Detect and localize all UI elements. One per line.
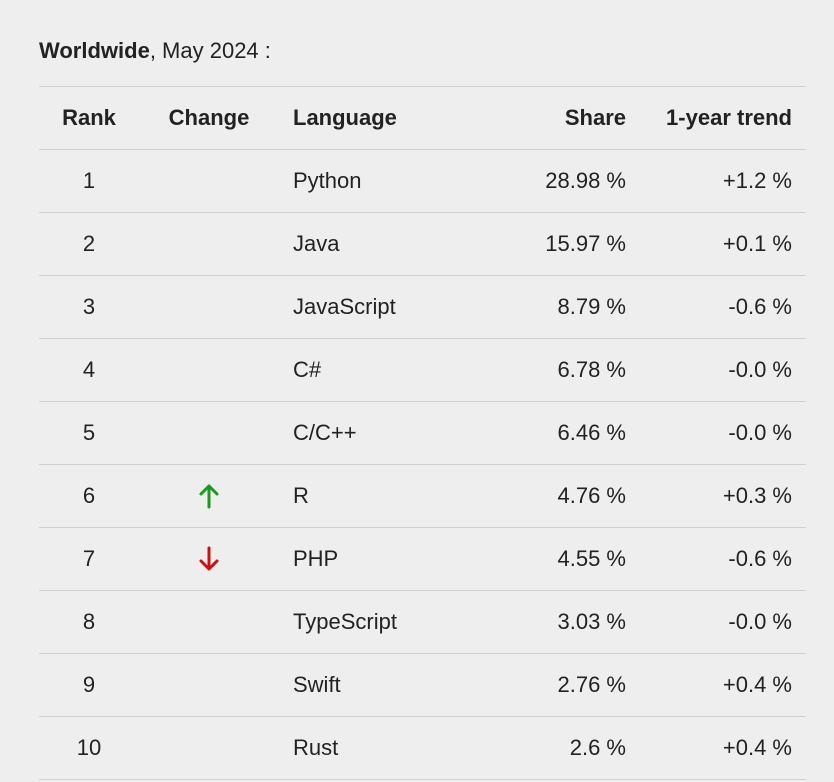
share-cell: 2.6 % — [478, 716, 626, 780]
language-cell: Python — [279, 149, 478, 213]
trend-cell: +0.4 % — [626, 716, 806, 780]
change-cell — [139, 275, 279, 339]
language-cell: Swift — [279, 653, 478, 717]
share-cell: 2.76 % — [478, 653, 626, 717]
trend-cell: -0.0 % — [626, 401, 806, 465]
trend-cell: -0.6 % — [626, 275, 806, 339]
table-row: 6 R 4.76 % +0.3 % — [39, 464, 806, 528]
language-cell: C/C++ — [279, 401, 478, 465]
arrow-up-icon — [199, 484, 219, 509]
trend-cell: -0.6 % — [626, 527, 806, 591]
change-cell — [139, 464, 279, 528]
column-header-change: Change — [139, 86, 279, 150]
share-cell: 6.78 % — [478, 338, 626, 402]
table-caption: Worldwide, May 2024 : — [39, 36, 271, 66]
table-row: 2 Java 15.97 % +0.1 % — [39, 212, 806, 276]
change-cell — [139, 149, 279, 213]
change-cell — [139, 716, 279, 780]
rank-cell: 7 — [39, 527, 139, 591]
trend-cell: +0.3 % — [626, 464, 806, 528]
share-cell: 8.79 % — [478, 275, 626, 339]
trend-cell: +0.4 % — [626, 653, 806, 717]
header-row: Rank Change Language Share 1-year trend — [39, 86, 806, 150]
table-row: 3 JavaScript 8.79 % -0.6 % — [39, 275, 806, 339]
rank-cell: 5 — [39, 401, 139, 465]
share-cell: 28.98 % — [478, 149, 626, 213]
table-row: 4 C# 6.78 % -0.0 % — [39, 338, 806, 402]
language-cell: JavaScript — [279, 275, 478, 339]
rank-cell: 10 — [39, 716, 139, 780]
share-cell: 6.46 % — [478, 401, 626, 465]
ranking-table: Rank Change Language Share 1-year trend … — [39, 86, 806, 780]
arrow-down-icon — [199, 546, 219, 571]
change-cell — [139, 590, 279, 654]
rank-cell: 1 — [39, 149, 139, 213]
trend-cell: -0.0 % — [626, 338, 806, 402]
table-row: 7 PHP 4.55 % -0.6 % — [39, 527, 806, 591]
column-header-language: Language — [279, 86, 478, 150]
table-row: 1 Python 28.98 % +1.2 % — [39, 149, 806, 213]
rank-cell: 3 — [39, 275, 139, 339]
trend-cell: -0.0 % — [626, 590, 806, 654]
change-cell — [139, 653, 279, 717]
language-cell: TypeScript — [279, 590, 478, 654]
rank-cell: 6 — [39, 464, 139, 528]
language-cell: Rust — [279, 716, 478, 780]
table-row: 9 Swift 2.76 % +0.4 % — [39, 653, 806, 717]
table-row: 10 Rust 2.6 % +0.4 % — [39, 716, 806, 780]
share-cell: 15.97 % — [478, 212, 626, 276]
column-header-share: Share — [478, 86, 626, 150]
column-header-rank: Rank — [39, 86, 139, 150]
caption-region: Worldwide — [39, 38, 150, 63]
change-cell — [139, 401, 279, 465]
language-cell: R — [279, 464, 478, 528]
language-cell: Java — [279, 212, 478, 276]
trend-cell: +1.2 % — [626, 149, 806, 213]
change-cell — [139, 527, 279, 591]
change-cell — [139, 212, 279, 276]
change-cell — [139, 338, 279, 402]
trend-cell: +0.1 % — [626, 212, 806, 276]
share-cell: 4.76 % — [478, 464, 626, 528]
table-row: 8 TypeScript 3.03 % -0.0 % — [39, 590, 806, 654]
table-row: 5 C/C++ 6.46 % -0.0 % — [39, 401, 806, 465]
rank-cell: 9 — [39, 653, 139, 717]
language-cell: PHP — [279, 527, 478, 591]
language-cell: C# — [279, 338, 478, 402]
caption-date: , May 2024 : — [149, 38, 271, 63]
rank-cell: 4 — [39, 338, 139, 402]
column-header-trend: 1-year trend — [626, 86, 806, 150]
share-cell: 4.55 % — [478, 527, 626, 591]
share-cell: 3.03 % — [478, 590, 626, 654]
rank-cell: 8 — [39, 590, 139, 654]
rank-cell: 2 — [39, 212, 139, 276]
